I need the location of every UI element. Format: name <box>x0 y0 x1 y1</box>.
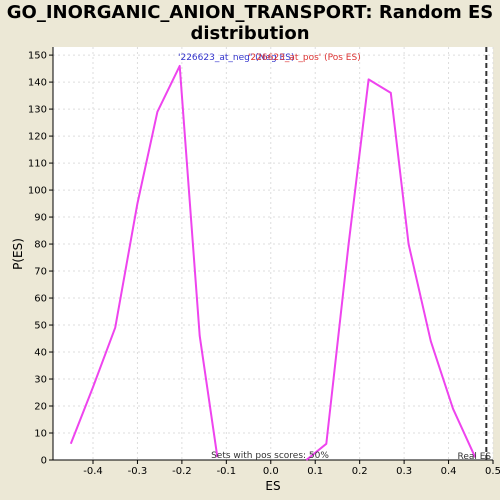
y-tick-label: 20 <box>34 402 47 413</box>
y-ticks: 0 10 20 30 40 50 60 70 80 90 100 110 120 130 140 150 <box>28 51 53 467</box>
legend-neg-es: '226623_at_neg' (Neg ES) <box>178 53 294 63</box>
x-tick-label: 0.2 <box>352 466 368 477</box>
y-tick-label: 100 <box>28 186 47 197</box>
y-tick-label: 110 <box>28 159 47 170</box>
y-tick-label: 90 <box>34 213 47 224</box>
axes <box>52 47 493 461</box>
y-tick-label: 70 <box>34 267 47 278</box>
x-tick-label: 0.4 <box>441 466 457 477</box>
pos-es-series-line <box>305 78 477 461</box>
x-tick-label: -0.1 <box>217 466 237 477</box>
y-tick-label: 130 <box>28 105 47 116</box>
y-axis-title: P(ES) <box>11 238 25 270</box>
neg-es-series-line <box>69 64 219 458</box>
chart-title: GO_INORGANIC_ANION_TRANSPORT: Random ES … <box>0 2 500 44</box>
x-tick-label: 0.1 <box>307 466 323 477</box>
x-tick-label: 0.5 <box>485 466 500 477</box>
y-tick-label: 0 <box>41 456 47 467</box>
real-es-label: Real ES <box>457 452 491 462</box>
y-tick-label: 60 <box>34 294 47 305</box>
y-tick-label: 40 <box>34 348 47 359</box>
x-tick-label: 0.3 <box>396 466 412 477</box>
series-lines <box>69 64 477 461</box>
y-tick-label: 140 <box>28 78 47 89</box>
x-tick-label: 0.0 <box>263 466 279 477</box>
y-tick-label: 10 <box>34 429 47 440</box>
y-tick-label: 150 <box>28 51 47 62</box>
y-tick-label: 50 <box>34 321 47 332</box>
chart-title-line-1: GO_INORGANIC_ANION_TRANSPORT: Random ES <box>6 2 494 23</box>
x-tick-label: -0.4 <box>83 466 103 477</box>
y-tick-label: 80 <box>34 240 47 251</box>
pos-scores-annotation: Sets with pos scores: 50% <box>211 451 329 461</box>
legend-pos-es: '226623_at_pos' (Pos ES) <box>248 53 361 63</box>
chart-title-line-2: distribution <box>190 23 310 44</box>
y-tick-label: 30 <box>34 375 47 386</box>
x-tick-label: -0.2 <box>172 466 192 477</box>
x-axis-title: ES <box>265 479 280 493</box>
x-tick-label: -0.3 <box>128 466 148 477</box>
y-tick-label: 120 <box>28 132 47 143</box>
x-ticks: -0.4 -0.3 -0.2 -0.1 0.0 0.1 0.2 0.3 0.4 0.5 <box>83 460 500 477</box>
plot-area <box>53 47 493 460</box>
